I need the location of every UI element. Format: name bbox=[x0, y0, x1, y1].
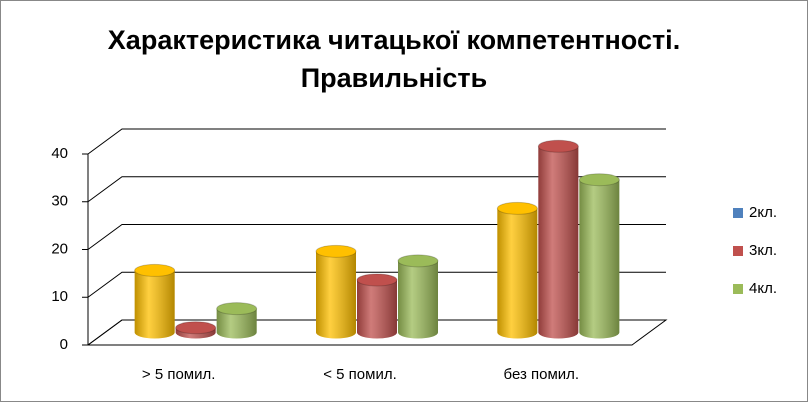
y-tick-label: 30 bbox=[51, 193, 68, 210]
bar bbox=[397, 254, 439, 339]
bar-shade bbox=[398, 260, 438, 339]
legend-label: 4кл. bbox=[749, 280, 777, 297]
bar bbox=[537, 139, 579, 339]
grid-line bbox=[87, 319, 666, 346]
bar-top bbox=[578, 173, 620, 187]
legend-label: 3кл. bbox=[749, 242, 777, 259]
x-tick-label: < 5 помил. bbox=[323, 366, 397, 383]
bar-shade bbox=[134, 270, 175, 339]
bar-shade bbox=[538, 146, 579, 339]
bar-shade bbox=[216, 308, 257, 339]
bar-top bbox=[315, 244, 357, 258]
bar bbox=[356, 273, 398, 339]
grid-line bbox=[87, 224, 666, 250]
y-tick-label: 20 bbox=[51, 240, 68, 257]
bar-top bbox=[537, 139, 579, 153]
bar bbox=[175, 321, 217, 339]
bar-top bbox=[216, 302, 258, 316]
legend-swatch bbox=[733, 208, 743, 218]
bar bbox=[496, 201, 538, 339]
bar-shade bbox=[579, 179, 620, 339]
bar bbox=[216, 302, 258, 339]
bar-shade bbox=[497, 208, 538, 339]
legend-swatch bbox=[733, 246, 743, 256]
bar-top bbox=[397, 254, 439, 268]
bar-top bbox=[134, 263, 176, 277]
bar bbox=[578, 173, 620, 339]
y-tick-label: 10 bbox=[51, 288, 68, 305]
grid-line bbox=[87, 271, 666, 298]
bar bbox=[315, 244, 357, 339]
grid-line bbox=[87, 128, 666, 155]
bar bbox=[134, 263, 176, 339]
y-tick-label: 0 bbox=[60, 336, 68, 353]
bar-top bbox=[496, 201, 538, 215]
bar-top bbox=[175, 321, 217, 335]
chart-subtitle: Правильність bbox=[301, 63, 488, 93]
legend-swatch bbox=[733, 284, 743, 294]
legend-label: 2кл. bbox=[749, 204, 777, 221]
x-tick-label: без помил. bbox=[504, 366, 580, 383]
x-tick-label: > 5 помил. bbox=[142, 366, 216, 383]
bar-shade bbox=[357, 279, 397, 339]
bar-shade bbox=[316, 251, 357, 339]
bar-top bbox=[356, 273, 398, 287]
chart-title: Характеристика читацької компетентності. bbox=[108, 25, 680, 55]
y-tick-label: 40 bbox=[51, 145, 68, 162]
grid-line bbox=[87, 176, 666, 203]
